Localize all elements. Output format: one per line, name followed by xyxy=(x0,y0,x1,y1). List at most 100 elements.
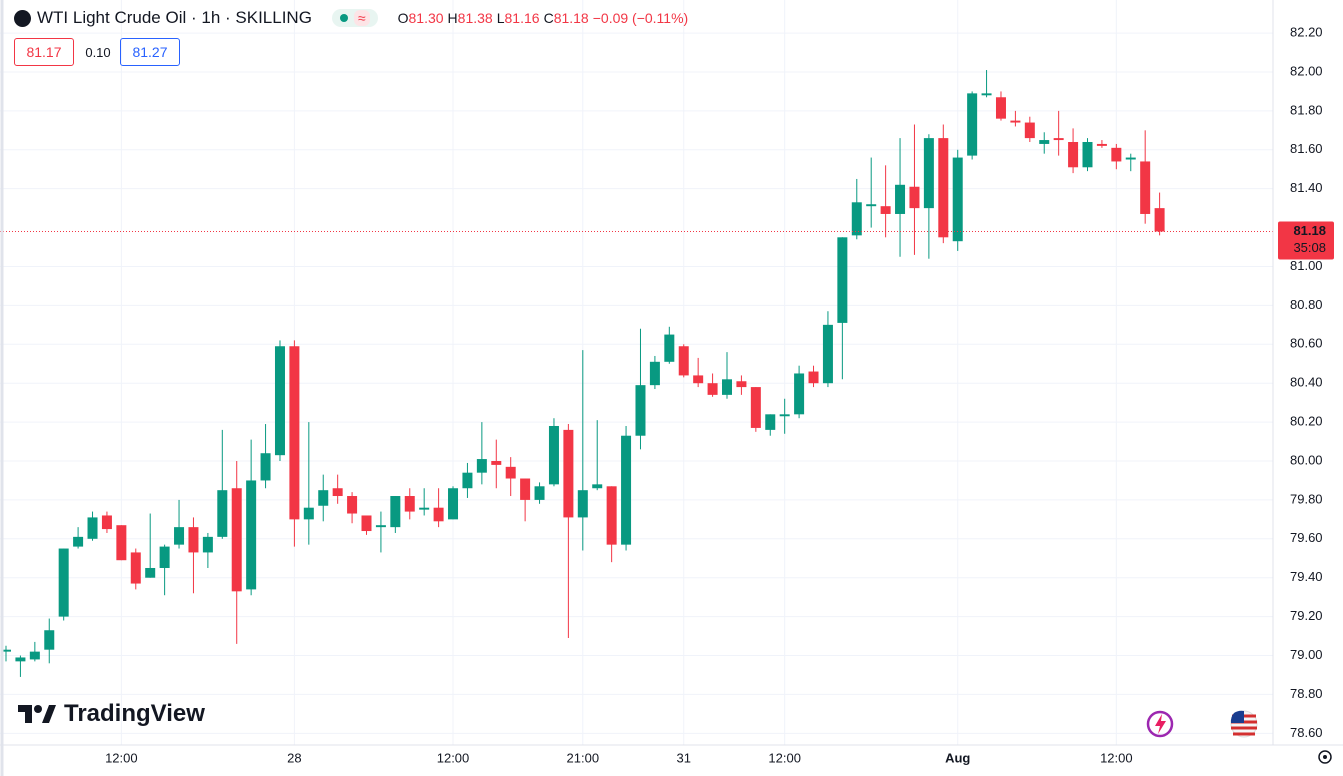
ohlc-value: 81.30 xyxy=(408,10,444,26)
candle-body xyxy=(188,527,199,553)
x-tick-label: 12:00 xyxy=(1100,750,1133,765)
candle-body xyxy=(649,361,660,386)
candle-body xyxy=(260,453,271,481)
candle-body xyxy=(563,429,574,518)
candle-body xyxy=(923,138,934,209)
candle-body xyxy=(1125,157,1136,160)
candle-body xyxy=(1111,147,1122,162)
ohlc-value: 81.18 xyxy=(553,10,589,26)
y-tick-label: 82.20 xyxy=(1290,25,1323,40)
settings-icon[interactable] xyxy=(1318,750,1332,764)
candle-body xyxy=(419,507,430,510)
y-tick-label: 79.00 xyxy=(1290,647,1323,662)
candle-body xyxy=(635,385,646,436)
candle-body xyxy=(534,486,545,500)
candle-body xyxy=(880,206,891,214)
y-tick-label: 81.00 xyxy=(1290,258,1323,273)
ohlc-value: 81.16 xyxy=(504,10,540,26)
candle-body xyxy=(808,371,819,384)
ohlc-key: L xyxy=(496,10,505,26)
candle-body xyxy=(866,204,877,207)
ohlc-key: O xyxy=(397,10,409,26)
y-tick-label: 81.40 xyxy=(1290,180,1323,195)
y-tick-label: 80.40 xyxy=(1290,375,1323,390)
candle-body xyxy=(938,138,949,238)
candle-body xyxy=(981,93,992,96)
candle-body xyxy=(491,461,502,465)
x-tick-label: 28 xyxy=(287,750,301,765)
candle-body xyxy=(332,488,343,497)
candle-body xyxy=(87,517,98,539)
candle-body xyxy=(448,488,459,520)
y-tick-label: 79.60 xyxy=(1290,530,1323,545)
candle-body xyxy=(548,425,559,485)
ohlc-value: 81.38 xyxy=(457,10,493,26)
candle-body xyxy=(130,552,141,584)
candle-body xyxy=(462,472,473,489)
y-tick-label: 80.60 xyxy=(1290,336,1323,351)
bid-price[interactable]: 81.17 xyxy=(14,38,74,66)
x-tick-label: 21:00 xyxy=(567,750,600,765)
candle-body xyxy=(693,375,704,384)
candle-body xyxy=(44,630,55,650)
y-tick-label: 79.20 xyxy=(1290,608,1323,623)
candle-body xyxy=(289,346,300,520)
candle-body xyxy=(678,346,689,376)
candle-body xyxy=(274,346,285,456)
last-price-box xyxy=(1278,221,1334,260)
y-tick-label: 81.80 xyxy=(1290,102,1323,117)
spread: 0.10 xyxy=(85,44,111,60)
market-status[interactable]: ≈ xyxy=(331,9,378,27)
candle-body xyxy=(15,657,26,662)
candle-body xyxy=(952,157,963,242)
candle-body xyxy=(1053,138,1064,141)
candle-body xyxy=(837,237,848,323)
candle-body xyxy=(520,478,531,500)
x-tick-label: 12:00 xyxy=(768,750,801,765)
candle-body xyxy=(736,381,747,388)
country-flag-icon[interactable] xyxy=(1230,710,1258,738)
y-tick-label: 80.80 xyxy=(1290,297,1323,312)
y-tick-label: 78.60 xyxy=(1290,725,1323,740)
candle-body xyxy=(995,97,1006,119)
x-tick-label: 12:00 xyxy=(105,750,138,765)
candle-body xyxy=(303,507,314,520)
candle-body xyxy=(505,466,516,479)
ohlc-key: C xyxy=(543,10,554,26)
candle-body xyxy=(433,507,444,522)
watermark-text: TradingView xyxy=(64,700,205,727)
symbol-logo xyxy=(14,9,31,27)
y-tick-label: 81.60 xyxy=(1290,141,1323,156)
candle-body xyxy=(577,490,588,518)
symbol-title[interactable]: WTI Light Crude Oil · 1h · SKILLING xyxy=(37,8,312,27)
candle-body xyxy=(318,490,329,506)
candle-body xyxy=(794,373,805,415)
candle-body xyxy=(58,548,69,617)
price-change: −0.09 (−0.11%) xyxy=(592,10,689,26)
candle-body xyxy=(664,334,675,362)
candle-body xyxy=(1068,141,1079,168)
candle-body xyxy=(707,383,718,395)
watermark: TradingView xyxy=(18,700,205,728)
candle-body xyxy=(909,186,920,209)
candle-body xyxy=(202,536,213,553)
ohlc-key: H xyxy=(447,10,458,26)
candle-body xyxy=(476,459,487,473)
candle-body xyxy=(231,488,242,592)
candle-body xyxy=(390,496,401,528)
flash-icon[interactable] xyxy=(1146,710,1174,738)
x-tick-label: 31 xyxy=(677,750,691,765)
y-tick-label: 80.20 xyxy=(1290,414,1323,429)
y-tick-label: 80.00 xyxy=(1290,452,1323,467)
ask-price[interactable]: 81.27 xyxy=(120,38,180,66)
candle-body xyxy=(750,387,761,428)
candle-body xyxy=(1140,161,1151,214)
candle-body xyxy=(1154,208,1165,232)
y-tick-label: 82.00 xyxy=(1290,63,1323,78)
y-tick-label: 78.80 xyxy=(1290,686,1323,701)
candle-body xyxy=(29,651,40,660)
countdown: 35:08 xyxy=(1293,240,1326,255)
